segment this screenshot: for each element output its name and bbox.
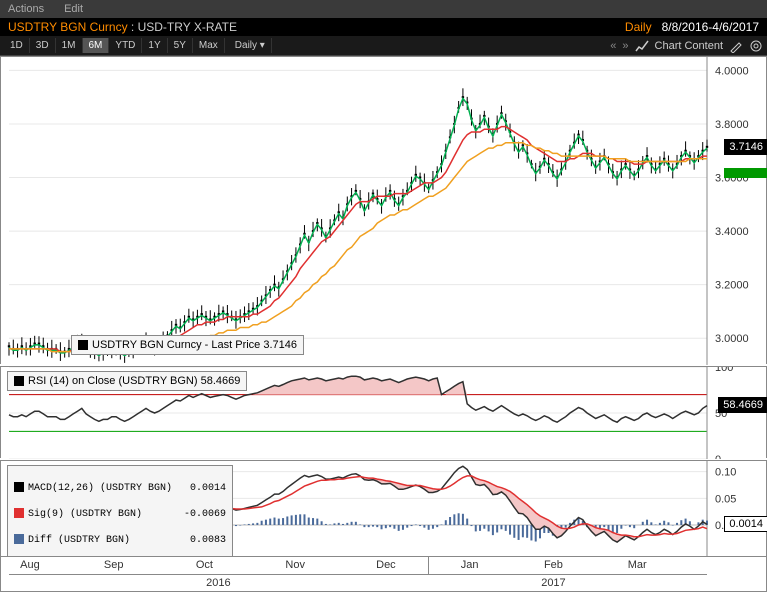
xaxis-month: Sep bbox=[104, 559, 124, 571]
timeframe-6m[interactable]: 6M bbox=[83, 38, 110, 53]
year-separator bbox=[428, 557, 429, 574]
xaxis-month: Dec bbox=[376, 559, 396, 571]
price-legend: USDTRY BGN Curncy - Last Price 3.7146 bbox=[71, 335, 304, 355]
svg-text:3.2000: 3.2000 bbox=[715, 280, 749, 292]
date-range: 8/8/2016-4/6/2017 bbox=[662, 20, 759, 34]
xaxis-month: Mar bbox=[628, 559, 647, 571]
macd-icon bbox=[14, 482, 24, 492]
menubar: Actions Edit bbox=[0, 0, 767, 18]
ticker-desc: : USD-TRY X-RATE bbox=[128, 20, 237, 34]
titlebar: USDTRY BGN Curncy : USD-TRY X-RATE Daily… bbox=[0, 18, 767, 36]
xaxis-month: Nov bbox=[285, 559, 305, 571]
gear-icon[interactable] bbox=[749, 39, 763, 53]
x-axis: Aug Sep Oct Nov Dec Jan Feb Mar 2016 2017 bbox=[0, 556, 767, 592]
svg-text:3.8000: 3.8000 bbox=[715, 119, 749, 131]
xaxis-month: Aug bbox=[20, 559, 40, 571]
candle-icon bbox=[78, 340, 88, 350]
timeframe-1y[interactable]: 1Y bbox=[142, 38, 167, 53]
timeframe-3d[interactable]: 3D bbox=[30, 38, 56, 53]
xaxis-year: 2016 bbox=[206, 577, 230, 589]
nav-right-icon[interactable]: » bbox=[622, 40, 628, 52]
xaxis-month: Jan bbox=[461, 559, 479, 571]
chart-content-icon[interactable] bbox=[635, 39, 649, 53]
svg-text:0.10: 0.10 bbox=[715, 467, 736, 479]
sig-icon bbox=[14, 508, 24, 518]
timeframe-max[interactable]: Max bbox=[193, 38, 225, 53]
ma-price-tag bbox=[724, 168, 767, 178]
svg-text:4.0000: 4.0000 bbox=[715, 65, 749, 77]
macd-legend: MACD(12,26) (USDTRY BGN) 0.0014 Sig(9) (… bbox=[7, 465, 233, 564]
timeframe-5y[interactable]: 5Y bbox=[168, 38, 193, 53]
menu-actions[interactable]: Actions bbox=[8, 3, 44, 15]
timeframe-ytd[interactable]: YTD bbox=[109, 38, 142, 53]
diff-icon bbox=[14, 534, 24, 544]
rsi-panel[interactable]: 050100 RSI (14) on Close (USDTRY BGN) 58… bbox=[0, 366, 767, 458]
svg-text:3.0000: 3.0000 bbox=[715, 333, 749, 345]
ticker-symbol: USDTRY BGN Curncy bbox=[8, 20, 128, 34]
chart-content-label[interactable]: Chart Content bbox=[655, 40, 723, 52]
macd-value-tag: 0.0014 bbox=[724, 516, 767, 532]
toolbar: 1D3D1M6MYTD1Y5YMax Daily ▾ « » Chart Cont… bbox=[0, 36, 767, 56]
xaxis-year: 2017 bbox=[541, 577, 565, 589]
menu-edit[interactable]: Edit bbox=[64, 3, 83, 15]
interval-select[interactable]: Daily ▾ bbox=[229, 38, 272, 53]
edit-icon[interactable] bbox=[729, 39, 743, 53]
xaxis-month: Feb bbox=[544, 559, 563, 571]
rsi-legend: RSI (14) on Close (USDTRY BGN) 58.4669 bbox=[7, 371, 247, 391]
main-price-panel[interactable]: 3.00003.20003.40003.60003.80004.0000 USD… bbox=[0, 56, 767, 364]
timeframe-1d[interactable]: 1D bbox=[4, 38, 30, 53]
timeframe-buttons: 1D3D1M6MYTD1Y5YMax Daily ▾ bbox=[4, 38, 272, 53]
svg-text:0: 0 bbox=[715, 454, 721, 459]
svg-text:0.05: 0.05 bbox=[715, 493, 736, 505]
macd-panel[interactable]: 0.000.050.10 MACD(12,26) (USDTRY BGN) 0.… bbox=[0, 460, 767, 556]
xaxis-month: Oct bbox=[196, 559, 213, 571]
rsi-value-tag: 58.4669 bbox=[718, 397, 767, 413]
nav-left-icon[interactable]: « bbox=[610, 40, 616, 52]
rsi-icon bbox=[14, 376, 24, 386]
chart-area: 3.00003.20003.40003.60003.80004.0000 USD… bbox=[0, 56, 767, 592]
timeframe-1m[interactable]: 1M bbox=[56, 38, 83, 53]
last-price-tag: 3.7146 bbox=[724, 139, 767, 155]
frequency-label: Daily bbox=[625, 20, 652, 34]
svg-text:3.4000: 3.4000 bbox=[715, 226, 749, 238]
svg-text:100: 100 bbox=[715, 367, 733, 374]
